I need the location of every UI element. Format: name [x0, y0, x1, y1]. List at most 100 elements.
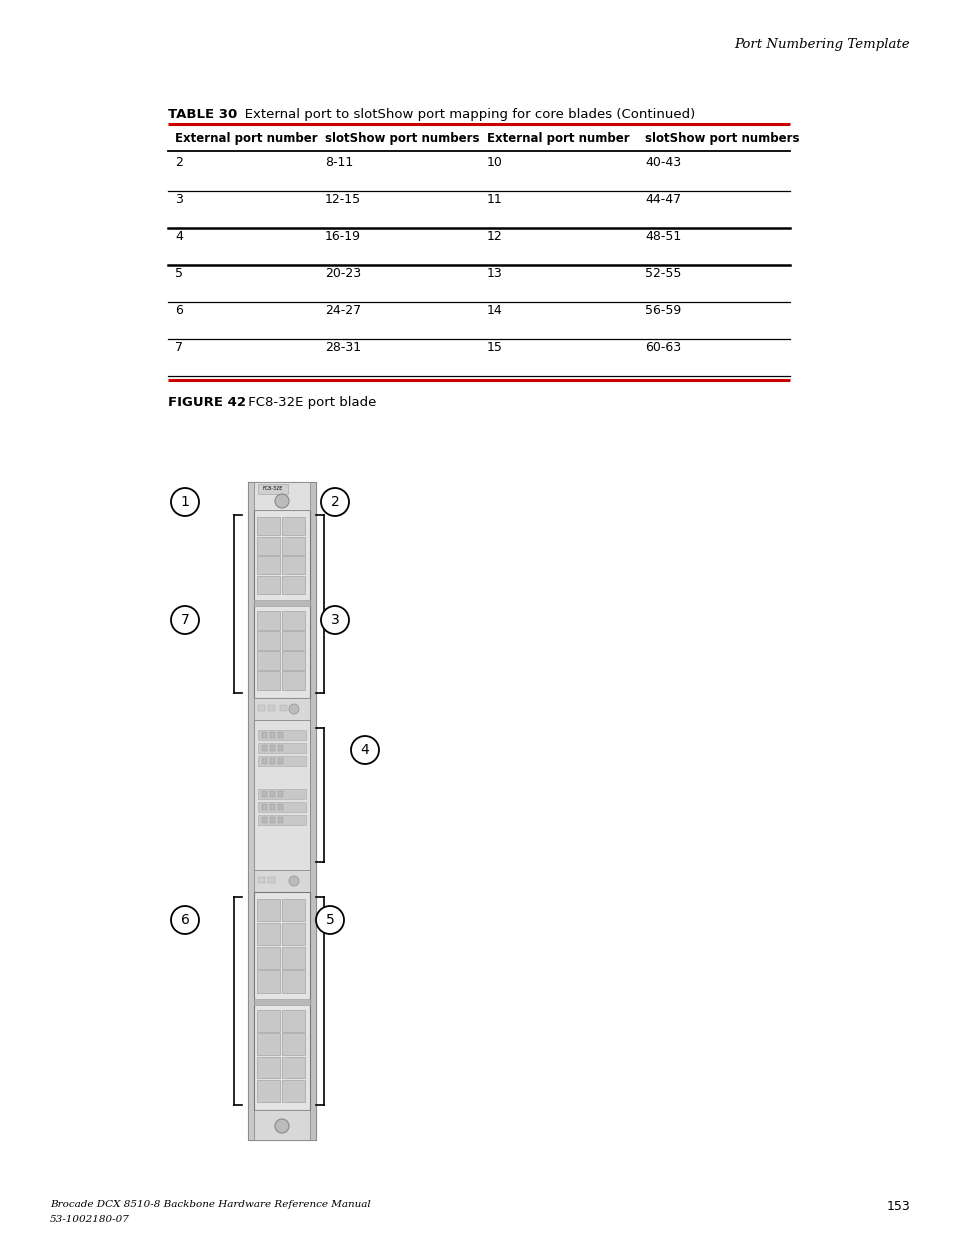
- Bar: [253, 698, 310, 720]
- Text: Brocade DCX 8510-8 Backbone Hardware Reference Manual: Brocade DCX 8510-8 Backbone Hardware Ref…: [50, 1200, 371, 1209]
- Bar: [280, 705, 287, 711]
- Circle shape: [289, 704, 298, 714]
- Bar: [256, 556, 280, 574]
- Text: Port Numbering Template: Port Numbering Template: [734, 38, 909, 51]
- Bar: [256, 899, 280, 921]
- Text: TABLE 30: TABLE 30: [168, 107, 237, 121]
- Text: 11: 11: [486, 193, 502, 206]
- Circle shape: [171, 606, 199, 634]
- Bar: [270, 732, 274, 739]
- Bar: [270, 818, 274, 823]
- Text: 20-23: 20-23: [325, 267, 361, 280]
- Text: 44-47: 44-47: [644, 193, 680, 206]
- Bar: [253, 510, 310, 698]
- Circle shape: [289, 876, 298, 885]
- Text: External port number: External port number: [174, 132, 317, 144]
- Bar: [282, 946, 305, 968]
- Bar: [256, 1079, 280, 1102]
- Bar: [282, 651, 305, 669]
- Bar: [256, 576, 280, 594]
- Circle shape: [351, 736, 378, 764]
- Bar: [253, 999, 310, 1005]
- Bar: [256, 671, 280, 689]
- Circle shape: [274, 1119, 289, 1132]
- Bar: [262, 758, 267, 764]
- Circle shape: [171, 906, 199, 934]
- Circle shape: [320, 606, 349, 634]
- Bar: [270, 790, 274, 797]
- Bar: [282, 899, 305, 921]
- Bar: [268, 705, 274, 711]
- Bar: [248, 482, 253, 1140]
- Bar: [277, 745, 283, 751]
- Bar: [262, 790, 267, 797]
- Bar: [257, 877, 265, 883]
- Bar: [257, 789, 306, 799]
- Bar: [282, 576, 305, 594]
- Text: 16-19: 16-19: [325, 230, 360, 243]
- Bar: [270, 804, 274, 810]
- Bar: [257, 743, 306, 753]
- Bar: [257, 815, 306, 825]
- Bar: [256, 1010, 280, 1031]
- Bar: [270, 745, 274, 751]
- Circle shape: [274, 494, 289, 508]
- Bar: [257, 705, 265, 711]
- Text: 4: 4: [360, 743, 369, 757]
- Text: External port number: External port number: [486, 132, 629, 144]
- Bar: [270, 758, 274, 764]
- Bar: [282, 611, 305, 630]
- Text: 15: 15: [486, 341, 502, 354]
- Bar: [282, 536, 305, 555]
- Bar: [256, 536, 280, 555]
- Text: 1: 1: [180, 495, 190, 509]
- Text: FC8-32E port blade: FC8-32E port blade: [244, 396, 376, 409]
- Text: 7: 7: [174, 341, 183, 354]
- Bar: [282, 971, 305, 993]
- Bar: [256, 517, 280, 535]
- Bar: [256, 1056, 280, 1078]
- Bar: [257, 484, 288, 494]
- Text: 2: 2: [174, 156, 183, 169]
- Bar: [256, 651, 280, 669]
- Text: 40-43: 40-43: [644, 156, 680, 169]
- Bar: [268, 877, 274, 883]
- Bar: [256, 923, 280, 945]
- Text: 14: 14: [486, 304, 502, 317]
- Bar: [282, 1034, 305, 1055]
- Bar: [282, 671, 305, 689]
- Bar: [262, 745, 267, 751]
- Bar: [282, 1056, 305, 1078]
- Bar: [256, 971, 280, 993]
- Bar: [256, 611, 280, 630]
- Bar: [256, 1034, 280, 1055]
- Bar: [282, 1010, 305, 1031]
- Text: 13: 13: [486, 267, 502, 280]
- Bar: [282, 1079, 305, 1102]
- Text: slotShow port numbers: slotShow port numbers: [325, 132, 479, 144]
- Text: 3: 3: [331, 613, 339, 627]
- Bar: [277, 804, 283, 810]
- Text: 6: 6: [180, 913, 190, 927]
- Circle shape: [315, 906, 344, 934]
- Text: 60-63: 60-63: [644, 341, 680, 354]
- Bar: [253, 892, 310, 1110]
- Text: 4: 4: [174, 230, 183, 243]
- Bar: [277, 790, 283, 797]
- Text: 53-1002180-07: 53-1002180-07: [50, 1215, 130, 1224]
- Text: FC8-32E: FC8-32E: [262, 487, 283, 492]
- Text: External port to slotShow port mapping for core blades (Continued): External port to slotShow port mapping f…: [232, 107, 695, 121]
- Text: 24-27: 24-27: [325, 304, 361, 317]
- Text: 153: 153: [885, 1200, 909, 1213]
- Bar: [257, 802, 306, 811]
- Text: 5: 5: [325, 913, 334, 927]
- Text: 12: 12: [486, 230, 502, 243]
- Bar: [262, 804, 267, 810]
- Text: 28-31: 28-31: [325, 341, 361, 354]
- Circle shape: [171, 488, 199, 516]
- Text: 52-55: 52-55: [644, 267, 680, 280]
- Text: 7: 7: [180, 613, 190, 627]
- Circle shape: [320, 488, 349, 516]
- Bar: [310, 482, 315, 1140]
- Bar: [256, 631, 280, 650]
